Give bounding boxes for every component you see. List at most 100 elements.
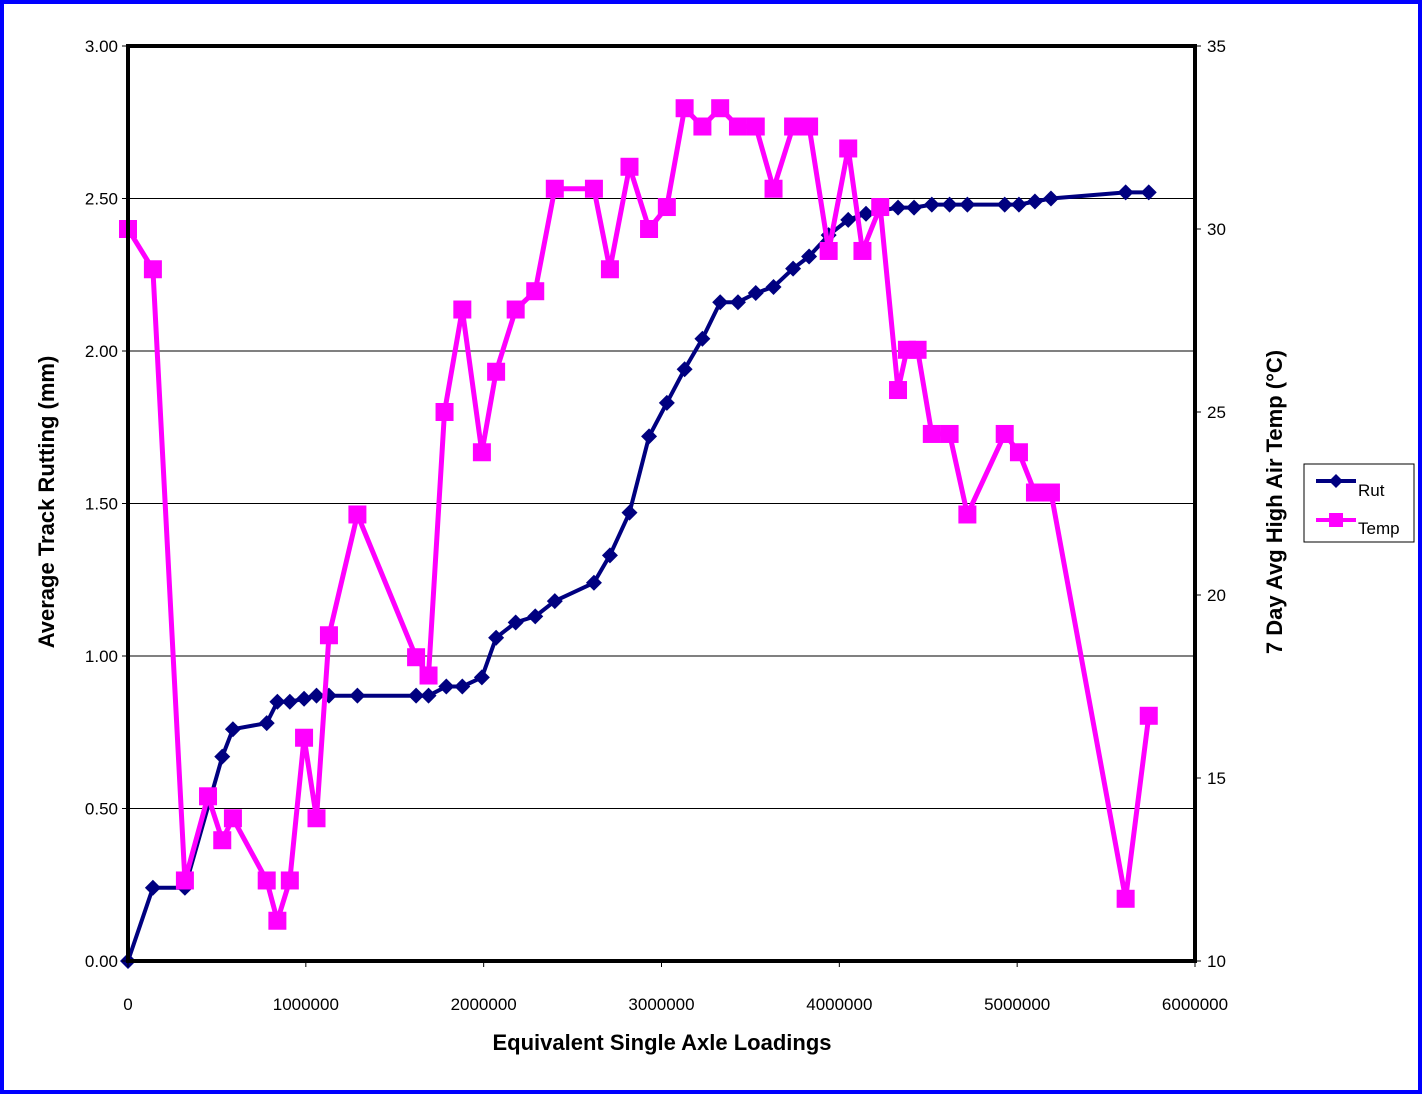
data-point-temp xyxy=(889,381,908,400)
data-point-rut xyxy=(676,361,693,378)
data-point-temp xyxy=(853,241,872,260)
series-temp xyxy=(119,99,1158,930)
data-point-temp xyxy=(784,117,803,136)
data-point-rut xyxy=(488,629,505,646)
data-point-rut xyxy=(420,687,437,704)
x-tick-label: 6000000 xyxy=(1162,995,1228,1014)
legend-item-rut: Rut xyxy=(1316,474,1385,500)
data-point-rut xyxy=(641,428,658,445)
data-point-temp xyxy=(940,424,959,443)
x-tick-label: 2000000 xyxy=(451,995,517,1014)
data-point-temp xyxy=(435,403,454,421)
data-point-rut xyxy=(712,294,729,311)
data-point-rut xyxy=(349,687,366,704)
series-rut xyxy=(120,184,1157,969)
data-point-temp xyxy=(800,117,819,136)
legend-marker-rut xyxy=(1329,474,1343,488)
y-left-tick-label: 3.00 xyxy=(85,37,118,56)
data-point-temp xyxy=(280,871,299,890)
series-line-rut xyxy=(126,190,1149,962)
gridlines xyxy=(128,198,1195,809)
data-point-rut xyxy=(658,394,675,411)
series-layer xyxy=(119,99,1158,969)
data-point-rut xyxy=(858,205,875,222)
x-tick-label: 3000000 xyxy=(628,995,694,1014)
data-point-rut xyxy=(959,196,976,213)
x-tick-label: 4000000 xyxy=(806,995,872,1014)
data-point-rut xyxy=(1010,196,1027,213)
data-point-temp xyxy=(675,99,694,118)
y-axis-right-title: 7 Day Avg High Air Temp (°C) xyxy=(1262,350,1287,654)
y-left-tick-label: 0.00 xyxy=(85,952,118,971)
data-point-temp xyxy=(620,157,639,176)
data-point-temp xyxy=(640,220,659,238)
y-right-tick-label: 35 xyxy=(1207,37,1226,56)
data-point-temp xyxy=(295,728,314,747)
series-line-temp xyxy=(125,105,1152,924)
data-point-temp xyxy=(839,139,858,158)
data-point-temp xyxy=(268,911,287,930)
data-point-temp xyxy=(657,198,676,217)
data-point-rut xyxy=(473,669,490,686)
data-point-rut xyxy=(144,879,161,896)
data-point-temp xyxy=(407,648,426,667)
data-point-temp xyxy=(819,241,838,260)
data-point-rut xyxy=(621,504,638,521)
y-left-tick-label: 1.00 xyxy=(85,647,118,666)
y-left-tick-label: 2.50 xyxy=(85,190,118,209)
y-left-tick-label: 2.00 xyxy=(85,342,118,361)
data-point-temp xyxy=(922,424,941,443)
data-point-temp xyxy=(584,179,603,198)
legend-label-rut: Rut xyxy=(1358,481,1385,500)
data-point-rut xyxy=(694,330,711,347)
y-left-tick-label: 1.50 xyxy=(85,495,118,514)
y-left-tick-label: 0.50 xyxy=(85,800,118,819)
data-point-rut xyxy=(269,693,286,710)
data-point-rut xyxy=(729,294,746,311)
data-point-rut xyxy=(214,748,231,765)
data-point-rut xyxy=(996,196,1013,213)
data-point-rut xyxy=(906,199,923,216)
data-point-temp xyxy=(1025,483,1044,502)
data-point-temp xyxy=(1139,706,1158,725)
x-tick-label: 0 xyxy=(123,995,132,1014)
data-point-temp xyxy=(908,340,927,359)
data-point-temp xyxy=(1116,889,1135,908)
data-point-temp xyxy=(746,117,765,136)
data-point-rut xyxy=(438,678,455,695)
data-point-rut xyxy=(527,608,544,625)
data-point-rut xyxy=(840,211,857,228)
data-point-temp xyxy=(764,179,783,198)
data-point-rut xyxy=(801,248,818,265)
data-point-temp xyxy=(600,260,619,279)
data-point-temp xyxy=(711,99,730,118)
y-right-tick-label: 30 xyxy=(1207,220,1226,239)
data-point-rut xyxy=(923,196,940,213)
data-point-temp xyxy=(319,626,338,645)
data-point-rut xyxy=(785,260,802,277)
data-point-temp xyxy=(526,282,545,301)
y-axis-left-title: Average Track Rutting (mm) xyxy=(34,356,59,649)
data-point-temp xyxy=(487,362,506,381)
legend-box xyxy=(1303,463,1415,543)
data-point-rut xyxy=(1026,193,1043,210)
data-point-temp xyxy=(453,300,472,319)
data-point-rut xyxy=(408,687,425,704)
data-point-temp xyxy=(958,505,977,524)
data-point-temp xyxy=(693,117,712,136)
legend-label-temp: Temp xyxy=(1358,519,1400,538)
x-axis-title: Equivalent Single Axle Loadings xyxy=(492,1030,831,1055)
data-point-rut xyxy=(281,693,298,710)
data-point-temp xyxy=(506,300,525,319)
data-point-temp xyxy=(348,505,367,524)
x-tick-label: 5000000 xyxy=(984,995,1050,1014)
data-point-rut xyxy=(258,715,275,732)
data-point-temp xyxy=(545,179,564,198)
data-point-rut xyxy=(454,678,471,695)
data-point-rut xyxy=(224,721,241,738)
data-point-temp xyxy=(175,871,194,890)
data-point-rut xyxy=(890,199,907,216)
y-right-tick-label: 15 xyxy=(1207,769,1226,788)
legend-item-temp: Temp xyxy=(1316,513,1400,538)
